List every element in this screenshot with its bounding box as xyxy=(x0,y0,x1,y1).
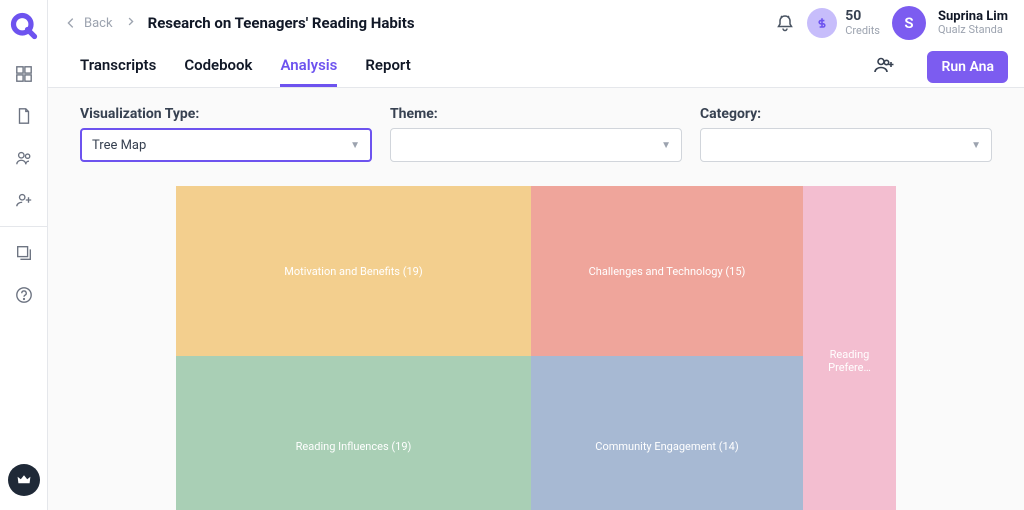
invite-icon[interactable] xyxy=(873,55,895,79)
viz-type-label: Visualization Type: xyxy=(80,106,372,122)
users-icon[interactable] xyxy=(14,148,34,168)
credits-count: 50 xyxy=(845,9,880,24)
sidebar-divider xyxy=(0,226,47,227)
treemap-tile[interactable]: Reading Prefere… xyxy=(803,186,896,510)
back-button[interactable]: Back xyxy=(64,16,113,31)
profile-name: Suprina Lim xyxy=(938,10,1008,24)
run-analysis-button[interactable]: Run Ana xyxy=(927,51,1008,83)
credits-icon xyxy=(807,8,837,38)
chevron-down-icon: ▼ xyxy=(350,140,360,151)
treemap-tile[interactable]: Community Engagement (14) xyxy=(531,356,803,510)
tab-transcripts[interactable]: Transcripts xyxy=(80,46,156,87)
notifications-icon[interactable] xyxy=(775,13,795,33)
treemap-tile[interactable]: Motivation and Benefits (19) xyxy=(176,186,531,356)
profile-plan: Qualz Standa xyxy=(938,24,1008,36)
treemap-chart: Motivation and Benefits (19)Reading Infl… xyxy=(176,186,896,510)
treemap-tile[interactable]: Challenges and Technology (15) xyxy=(531,186,803,356)
tabs: Transcripts Codebook Analysis Report Run… xyxy=(48,46,1024,88)
sidebar xyxy=(0,0,48,510)
add-user-icon[interactable] xyxy=(14,190,34,210)
credits[interactable]: 50 Credits xyxy=(807,8,880,38)
viz-type-value: Tree Map xyxy=(92,138,146,153)
tab-report[interactable]: Report xyxy=(365,46,410,87)
theme-label: Theme: xyxy=(390,106,682,122)
chevron-down-icon: ▼ xyxy=(661,140,671,151)
dashboard-icon[interactable] xyxy=(14,64,34,84)
category-select[interactable]: ▼ xyxy=(700,128,992,162)
viz-type-select[interactable]: Tree Map ▼ xyxy=(80,128,372,162)
breadcrumb-separator xyxy=(125,16,136,30)
upgrade-badge[interactable] xyxy=(8,464,40,496)
header: Back Research on Teenagers' Reading Habi… xyxy=(48,0,1024,46)
help-icon[interactable] xyxy=(14,285,34,305)
content: Visualization Type: Tree Map ▼ Theme: ▼ … xyxy=(48,88,1024,510)
theme-select[interactable]: ▼ xyxy=(390,128,682,162)
avatar[interactable]: S xyxy=(892,6,926,40)
back-label: Back xyxy=(84,16,113,31)
app-logo[interactable] xyxy=(10,12,38,40)
credits-label: Credits xyxy=(845,25,880,37)
treemap-tile[interactable]: Reading Influences (19) xyxy=(176,356,531,510)
tab-codebook[interactable]: Codebook xyxy=(184,46,252,87)
page-title: Research on Teenagers' Reading Habits xyxy=(148,14,415,32)
library-icon[interactable] xyxy=(14,243,34,263)
document-icon[interactable] xyxy=(14,106,34,126)
category-label: Category: xyxy=(700,106,992,122)
tab-analysis[interactable]: Analysis xyxy=(280,46,337,87)
chevron-down-icon: ▼ xyxy=(971,140,981,151)
